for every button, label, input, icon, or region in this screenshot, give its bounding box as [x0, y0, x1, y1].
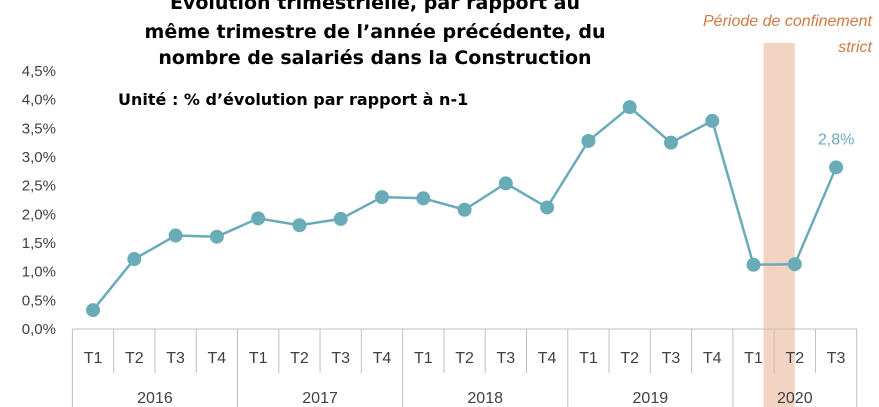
y-tick-label: 2,0%: [22, 206, 56, 223]
confinement-band-layer: [763, 43, 795, 407]
x-tick-label: T3: [166, 350, 185, 367]
x-group-label: 2019: [633, 390, 669, 407]
data-label: 2,8%: [818, 131, 854, 148]
data-point: [787, 257, 802, 272]
x-tick-label: T1: [579, 350, 598, 367]
y-tick-label: 4,0%: [22, 92, 56, 109]
data-point: [168, 228, 183, 243]
x-tick-label: T1: [84, 350, 103, 367]
x-group-label: 2017: [302, 390, 338, 407]
x-tick-label: T4: [703, 350, 722, 367]
chart-title: Évolution trimestrielle, par rapport au: [170, 0, 580, 14]
data-point: [86, 303, 101, 318]
data-point: [251, 211, 266, 226]
data-point: [746, 257, 761, 272]
x-group-label: 2016: [137, 390, 173, 407]
y-tick-label: 0,5%: [22, 292, 56, 309]
x-tick-label: T4: [538, 350, 557, 367]
y-tick-label: 0,0%: [22, 321, 56, 338]
chart-title: même trimestre de l’année précédente, du: [145, 21, 606, 43]
y-tick-label: 1,0%: [22, 264, 56, 281]
x-tick-label: T2: [125, 350, 144, 367]
chart-title: nombre de salariés dans la Construction: [158, 47, 591, 69]
x-tick-label: T2: [455, 350, 474, 367]
chart-subtitle: Unité : % d’évolution par rapport à n-1: [118, 90, 468, 109]
y-tick-label: 2,5%: [22, 178, 56, 195]
annotation: strict: [838, 39, 872, 56]
x-tick-label: T3: [497, 350, 516, 367]
x-tick-label: T3: [827, 350, 846, 367]
data-point: [292, 218, 307, 233]
x-group-label: 2020: [777, 390, 813, 407]
data-point: [622, 100, 637, 115]
x-tick-label: T3: [331, 350, 350, 367]
y-tick-label: 4,5%: [22, 63, 56, 80]
x-tick-label: T2: [785, 350, 804, 367]
x-tick-label: T2: [290, 350, 309, 367]
x-tick-label: T2: [620, 350, 639, 367]
y-tick-label: 3,0%: [22, 149, 56, 166]
x-group-label: 2018: [467, 390, 503, 407]
data-point: [829, 160, 844, 175]
x-tick-label: T1: [249, 350, 268, 367]
data-point: [581, 133, 596, 148]
data-point: [705, 113, 720, 128]
data-point: [333, 211, 348, 226]
annotation: Période de confinement: [703, 13, 873, 30]
data-point: [127, 252, 142, 267]
y-tick-label: 1,5%: [22, 235, 56, 252]
data-point: [498, 176, 513, 191]
data-point: [209, 229, 224, 244]
y-tick-label: 3,5%: [22, 120, 56, 137]
data-point: [416, 191, 431, 206]
data-point: [540, 200, 555, 215]
x-tick-label: T4: [373, 350, 392, 367]
x-tick-label: T1: [744, 350, 763, 367]
x-tick-label: T3: [662, 350, 681, 367]
data-point: [663, 135, 678, 150]
x-tick-label: T4: [208, 350, 227, 367]
confinement-band: [763, 43, 795, 407]
x-tick-label: T1: [414, 350, 433, 367]
data-point: [457, 202, 472, 217]
data-point: [375, 190, 389, 205]
